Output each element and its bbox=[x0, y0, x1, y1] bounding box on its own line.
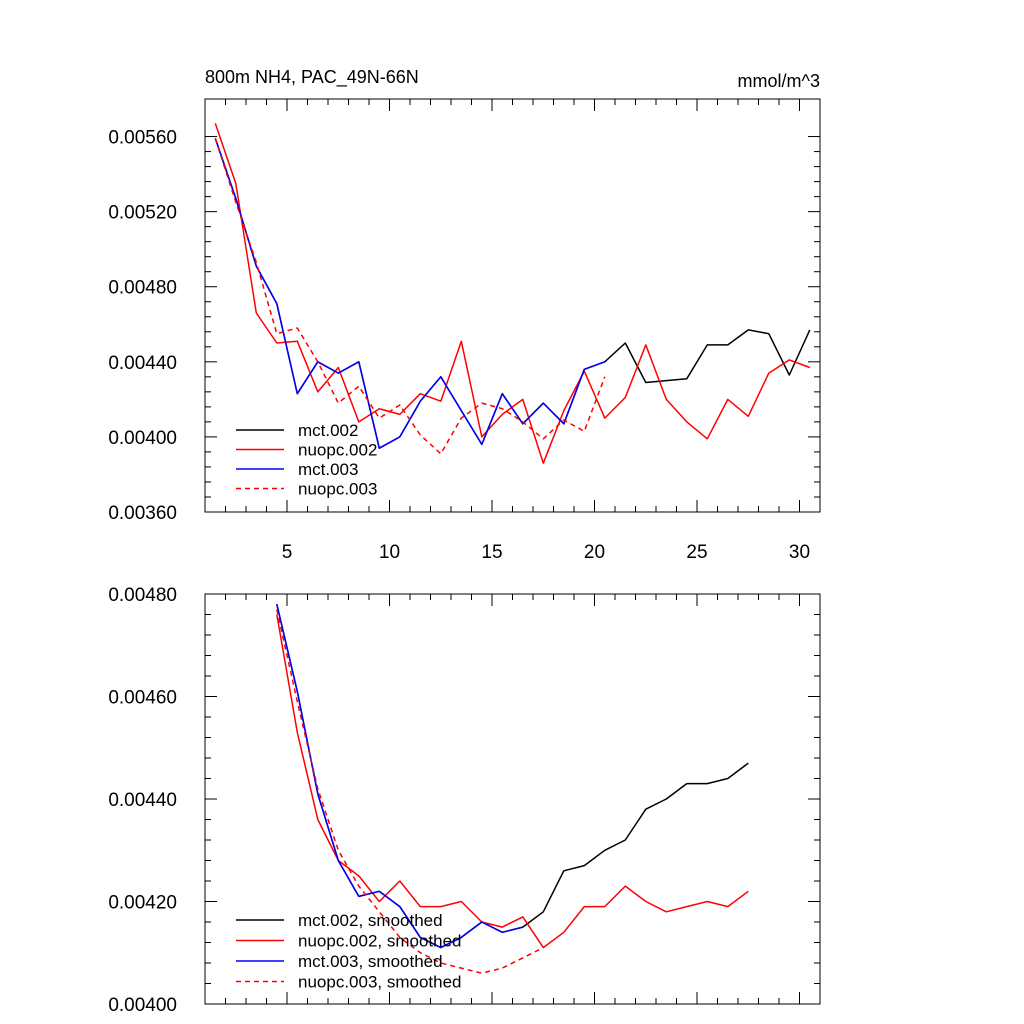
series-line-0 bbox=[214, 138, 811, 449]
y-tick-label: 0.00400 bbox=[108, 995, 177, 1016]
series-line-3 bbox=[214, 138, 606, 455]
y-tick-label: 0.00440 bbox=[108, 353, 177, 374]
legend-label: mct.002 bbox=[298, 421, 358, 440]
legend-label: mct.003, smoothed bbox=[298, 952, 443, 971]
y-tick-label: 0.00400 bbox=[108, 428, 177, 449]
x-tick-label: 20 bbox=[584, 542, 605, 563]
x-tick-label: 25 bbox=[686, 542, 707, 563]
legend-label: mct.003 bbox=[298, 460, 358, 479]
legend-label: nuopc.003 bbox=[298, 480, 377, 499]
x-tick-label: 10 bbox=[379, 542, 400, 563]
top-panel: 0.00360 0.00400 0.00440 0.00480 0.00520 0.005… bbox=[108, 67, 821, 563]
y-tick-label: 0.00440 bbox=[108, 790, 177, 811]
legend-label: nuopc.003, smoothed bbox=[298, 973, 462, 992]
y-tick-label: 0.00360 bbox=[108, 503, 177, 524]
legend-label: nuopc.002, smoothed bbox=[298, 932, 462, 951]
x-tick-label: 5 bbox=[282, 542, 293, 563]
y-tick-label: 0.00460 bbox=[108, 688, 177, 709]
series-line-2 bbox=[214, 138, 606, 449]
y-tick-label: 0.00560 bbox=[108, 128, 177, 149]
y-tick-label: 0.00420 bbox=[108, 893, 177, 914]
y-tick-label: 0.00480 bbox=[108, 585, 177, 606]
series-line-2 bbox=[276, 604, 523, 949]
x-tick-label: 30 bbox=[789, 542, 810, 563]
series-line-0 bbox=[276, 604, 749, 949]
x-tick-label: 15 bbox=[481, 542, 502, 563]
chart-title: 800m NH4, PAC_49N-66N bbox=[205, 67, 419, 88]
series-line-1 bbox=[276, 614, 749, 949]
y-tick-label: 0.00520 bbox=[108, 203, 177, 224]
legend-label: mct.002, smoothed bbox=[298, 911, 443, 930]
series-line-1 bbox=[214, 123, 811, 464]
bottom-panel: 0.00400 0.00420 0.00440 0.00460 0.00480 mct.0… bbox=[108, 585, 821, 1016]
legend-label: nuopc.002 bbox=[298, 441, 377, 460]
y-tick-label: 0.00480 bbox=[108, 278, 177, 299]
units-label: mmol/m^3 bbox=[738, 71, 820, 91]
